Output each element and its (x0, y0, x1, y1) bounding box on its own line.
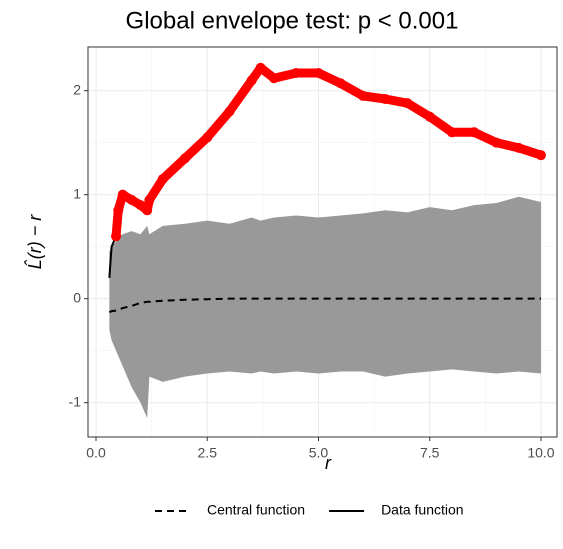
outside-point (224, 106, 235, 117)
x-tick-label: 5.0 (309, 445, 329, 461)
y-tick-label: 1 (73, 185, 81, 201)
chart-title: Global envelope test: p < 0.001 (126, 7, 459, 34)
outside-segment (225, 75, 257, 116)
series-line (108, 297, 541, 314)
x-axis-label: r (325, 453, 332, 473)
x-tick-label: 2.5 (198, 445, 218, 461)
outside-point (313, 68, 324, 78)
y-tick-label: 2 (73, 81, 81, 97)
outside-point (446, 127, 457, 138)
outside-segment (202, 106, 235, 142)
outside-point (268, 73, 279, 84)
plot-border (87, 46, 558, 438)
y-axis-label: L̂(r) − r (24, 214, 45, 270)
outside-point (113, 205, 124, 216)
y-tick-label: -1 (69, 393, 82, 409)
y-tick-label: 0 (73, 289, 81, 305)
x-tick-label: 0.0 (86, 445, 106, 461)
outside-segment (158, 153, 190, 184)
outside-point (255, 62, 266, 73)
legend-label: Data function (381, 502, 464, 518)
outside-point (157, 174, 168, 185)
outside-point (469, 127, 480, 138)
outside-point (142, 205, 153, 216)
outside-point (513, 142, 524, 153)
outside-point (335, 78, 346, 89)
x-tick-label: 7.5 (420, 445, 440, 461)
legend-label: Central function (207, 502, 305, 518)
outside-point (111, 231, 122, 242)
x-tick-label: 10.0 (527, 445, 554, 461)
outside-point (246, 75, 257, 86)
outside-point (357, 90, 368, 101)
outside-point (117, 189, 128, 200)
outside-point (402, 98, 413, 109)
outside-point (424, 111, 435, 122)
outside-point (491, 137, 502, 148)
outside-point (180, 153, 191, 164)
outside-point (535, 150, 546, 161)
outside-point (202, 132, 213, 143)
envelope (109, 196, 541, 419)
outside-point (380, 94, 391, 104)
outside-point (144, 194, 155, 205)
outside-point (291, 68, 302, 78)
outside-point (126, 194, 137, 205)
outside-segment (180, 132, 212, 163)
